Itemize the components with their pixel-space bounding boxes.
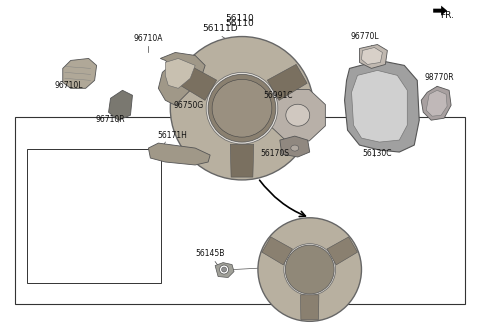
Polygon shape	[158, 52, 205, 105]
Ellipse shape	[258, 218, 361, 321]
Text: 56111D: 56111D	[202, 24, 238, 32]
Bar	[296, 252, 324, 287]
Text: FR.: FR.	[440, 10, 454, 20]
Polygon shape	[63, 58, 96, 88]
Ellipse shape	[170, 36, 314, 180]
Ellipse shape	[206, 72, 278, 144]
Text: 96710R: 96710R	[96, 115, 125, 124]
Text: 96750G: 96750G	[173, 101, 204, 110]
Ellipse shape	[219, 265, 228, 274]
Text: 96710A: 96710A	[133, 33, 163, 43]
Polygon shape	[215, 263, 234, 277]
Polygon shape	[351, 71, 408, 142]
Text: 56110: 56110	[226, 19, 254, 28]
Polygon shape	[108, 90, 132, 120]
Polygon shape	[230, 144, 254, 177]
Polygon shape	[421, 86, 451, 120]
Polygon shape	[300, 295, 319, 319]
Text: 56145B: 56145B	[195, 249, 225, 257]
Text: 56130C: 56130C	[363, 149, 392, 158]
Polygon shape	[361, 48, 383, 64]
Text: 96710L: 96710L	[54, 81, 83, 90]
Ellipse shape	[212, 79, 272, 137]
Polygon shape	[267, 64, 307, 100]
Ellipse shape	[208, 74, 276, 142]
Ellipse shape	[284, 244, 336, 296]
Text: 56991C: 56991C	[263, 91, 293, 100]
Polygon shape	[262, 237, 292, 265]
Text: 98770R: 98770R	[424, 73, 454, 82]
Polygon shape	[360, 45, 387, 69]
Polygon shape	[433, 6, 447, 16]
Polygon shape	[426, 90, 447, 116]
Polygon shape	[177, 64, 216, 100]
Ellipse shape	[291, 145, 299, 151]
Polygon shape	[270, 90, 325, 141]
Text: 56170S: 56170S	[260, 149, 289, 158]
Ellipse shape	[286, 104, 310, 126]
Polygon shape	[280, 136, 310, 157]
Polygon shape	[165, 58, 195, 88]
Polygon shape	[148, 143, 210, 165]
Bar	[15, 117, 465, 304]
Ellipse shape	[222, 267, 227, 272]
Bar	[27, 149, 161, 283]
Polygon shape	[327, 237, 358, 265]
Text: 56110: 56110	[226, 13, 254, 23]
Text: 96770L: 96770L	[350, 31, 379, 41]
Polygon shape	[345, 60, 419, 152]
Ellipse shape	[296, 281, 324, 294]
Text: 56171H: 56171H	[157, 131, 187, 140]
Ellipse shape	[285, 245, 334, 294]
